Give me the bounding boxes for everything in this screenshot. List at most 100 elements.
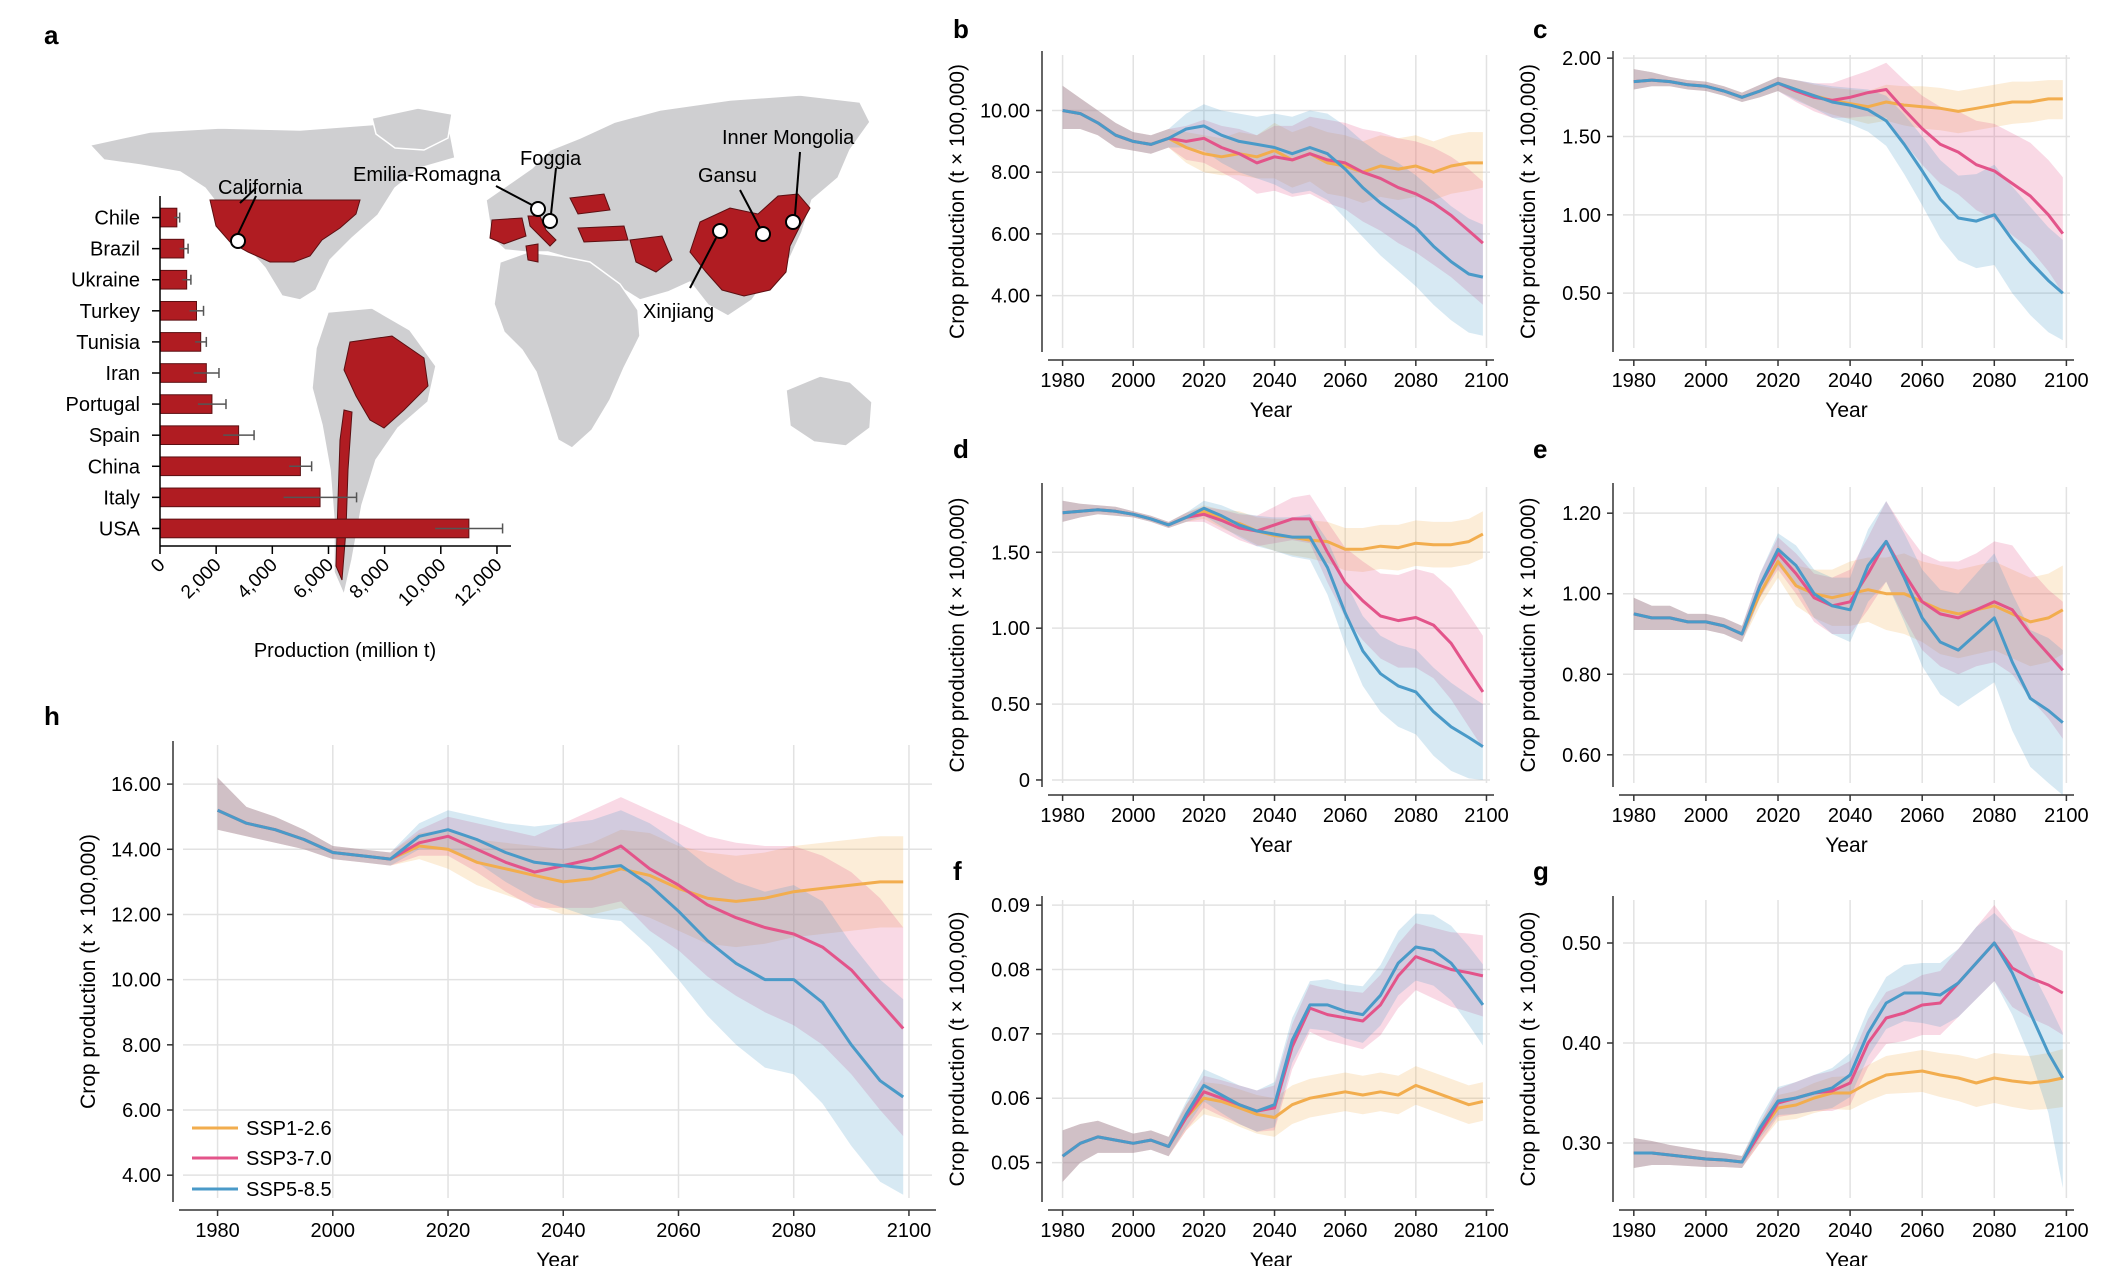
y-tick-label: 4.00 (991, 286, 1030, 308)
callout-line-inner-mongolia (794, 151, 801, 216)
band-ssp3-7-0 (217, 777, 904, 1137)
map-country-brazil (343, 335, 429, 429)
band-ssp5-8-5 (1633, 69, 2063, 341)
x-tick-label: 2080 (1972, 1220, 2017, 1242)
y-tick-label: 0.50 (1562, 283, 1601, 305)
x-tick-label: 1980 (195, 1220, 240, 1242)
bar-x-axis-title: Production (million t) (254, 640, 436, 662)
panel-f: f 1980 2000 2020 2040 2060 2080 2100 0.05 0.06 0.0… (946, 856, 1509, 1266)
x-tick-label: 1980 (1612, 805, 1657, 827)
panel-c: c 1980 2000 2020 2040 2060 2080 2100 0.50 1.00 1.5… (1517, 14, 2089, 422)
callout-line-gansu (739, 189, 761, 229)
x-tick-label: 1980 (1040, 1220, 1085, 1242)
axes: 1980 2000 2020 2040 2060 2080 2100 0.60 0.80 1.00… (1562, 483, 2089, 827)
x-tick-label: 2040 (1252, 1220, 1297, 1242)
y-axis-title: Crop production (t × 100,000) (946, 498, 969, 773)
y-tick-label: 0.40 (1562, 1033, 1601, 1055)
x-tick-label: 2080 (1394, 1220, 1439, 1242)
gridlines (1623, 55, 2070, 348)
callout-line-emilia-romagna (495, 185, 533, 206)
y-tick-label: 0.06 (991, 1088, 1030, 1110)
bar-label-brazil: Brazil (90, 239, 140, 261)
bar-label-usa: USA (99, 518, 141, 540)
panel-c-label: c (1533, 14, 1547, 44)
bar-category-labels: Chile Brazil Ukraine Turkey Tunisia Iran Portu… (66, 208, 160, 540)
y-tick-label: 8.00 (991, 162, 1030, 184)
bar-label-italy: Italy (103, 487, 140, 509)
marker-xinjiang (712, 223, 728, 239)
y-tick-label: 0.50 (991, 694, 1030, 716)
bar-label-turkey: Turkey (80, 301, 140, 323)
x-tick-label: 2040 (541, 1220, 586, 1242)
x-tick-label: 2040 (1828, 370, 1873, 392)
x-axis-title: Year (1825, 1249, 1867, 1266)
bar-x-tick-label: 8,000 (346, 555, 394, 603)
y-tick-label: 1.50 (1562, 126, 1601, 148)
band-ssp5-8-5 (1062, 500, 1483, 780)
x-axis-title: Year (1825, 399, 1867, 422)
bar-usa (159, 518, 470, 539)
y-axis-title: Crop production (t × 100,000) (1517, 912, 1540, 1187)
bar-label-tunisia: Tunisia (76, 332, 141, 354)
y-tick-label: 6.00 (991, 224, 1030, 246)
x-axis-title: Year (1250, 399, 1292, 422)
gridlines (1623, 487, 2070, 783)
y-tick-label: 1.00 (1562, 584, 1601, 606)
bar-label-portugal: Portugal (66, 394, 141, 416)
y-tick-label: 1.50 (991, 542, 1030, 564)
axes: 1980 2000 2020 2040 2060 2080 2100 4.00 6.00 8.00… (111, 741, 936, 1242)
bar-x-tick-label: 12,000 (451, 555, 507, 611)
band-ssp1-2-6 (1633, 69, 2063, 134)
x-tick-label: 2100 (2044, 370, 2089, 392)
label-gansu: Gansu (698, 165, 757, 187)
map-country-china (689, 193, 811, 297)
band-ssp1-2-6 (1062, 1066, 1483, 1182)
map-land-australia (785, 375, 873, 447)
bar-x-tick-label: 2,000 (177, 555, 225, 603)
panel-f-label: f (953, 856, 962, 886)
label-emilia-romagna: Emilia-Romagna (353, 164, 502, 186)
axes: 1980 2000 2020 2040 2060 2080 2100 0.30 0.40 0.50 (1562, 896, 2089, 1242)
map-country-turkey (577, 225, 629, 243)
y-tick-label: 8.00 (122, 1035, 161, 1057)
x-tick-label: 2000 (1684, 370, 1729, 392)
map-country-tunisia (525, 243, 539, 263)
y-tick-label: 4.00 (122, 1165, 161, 1187)
marker-inner-mongolia (785, 214, 801, 230)
panel-b: b 1980 2000 2020 2040 2060 2080 2100 4.00 6.00 8.0… (946, 14, 1509, 422)
band-ssp5-8-5 (1633, 501, 2063, 796)
x-tick-label: 2080 (771, 1220, 816, 1242)
line-ssp5-8-5 (216, 808, 905, 1099)
gridlines (1052, 900, 1490, 1198)
x-tick-label: 2100 (1464, 805, 1509, 827)
bar-tunisia (159, 332, 202, 352)
x-tick-label: 2020 (1182, 805, 1227, 827)
map-annotations: California Emilia-Romagna Foggia Gansu I… (218, 127, 855, 323)
y-tick-label: 12.00 (111, 904, 161, 926)
axes: 1980 2000 2020 2040 2060 2080 2100 0.50 1.00 1.50… (1562, 48, 2089, 392)
bar-x-tick-label: 10,000 (394, 555, 450, 611)
y-tick-label: 0.80 (1562, 664, 1601, 686)
line-ssp5-8-5 (1062, 506, 1484, 748)
x-tick-label: 2020 (1182, 1220, 1227, 1242)
y-tick-label: 1.20 (1562, 503, 1601, 525)
line-ssp5-8-5 (1633, 539, 2064, 724)
y-tick-label: 0.50 (1562, 933, 1601, 955)
band-ssp5-8-5 (1062, 85, 1483, 336)
panel-a: a (44, 20, 873, 662)
panel-h-label: h (44, 701, 60, 731)
panel-h: h 1980 2000 2020 2040 2060 2080 2100 4.00 6.00 8.0… (44, 701, 936, 1266)
panel-d-label: d (953, 434, 969, 464)
y-tick-label: 0 (1019, 770, 1030, 792)
callout-line-california (239, 187, 257, 204)
callout-line-xinjiang (689, 237, 717, 289)
y-tick-label: 0.60 (1562, 745, 1601, 767)
x-tick-label: 2000 (1684, 805, 1729, 827)
y-tick-label: 10.00 (980, 101, 1030, 123)
x-axis-title: Year (1250, 834, 1292, 857)
map-country-iran (629, 235, 673, 273)
axes: 1980 2000 2020 2040 2060 2080 2100 0 0.50 1.00 1.5… (991, 483, 1509, 827)
x-tick-label: 2080 (1972, 805, 2017, 827)
y-axis-title: Crop production (t × 100,000) (946, 912, 969, 1187)
line-ssp5-8-5 (1633, 941, 2065, 1164)
